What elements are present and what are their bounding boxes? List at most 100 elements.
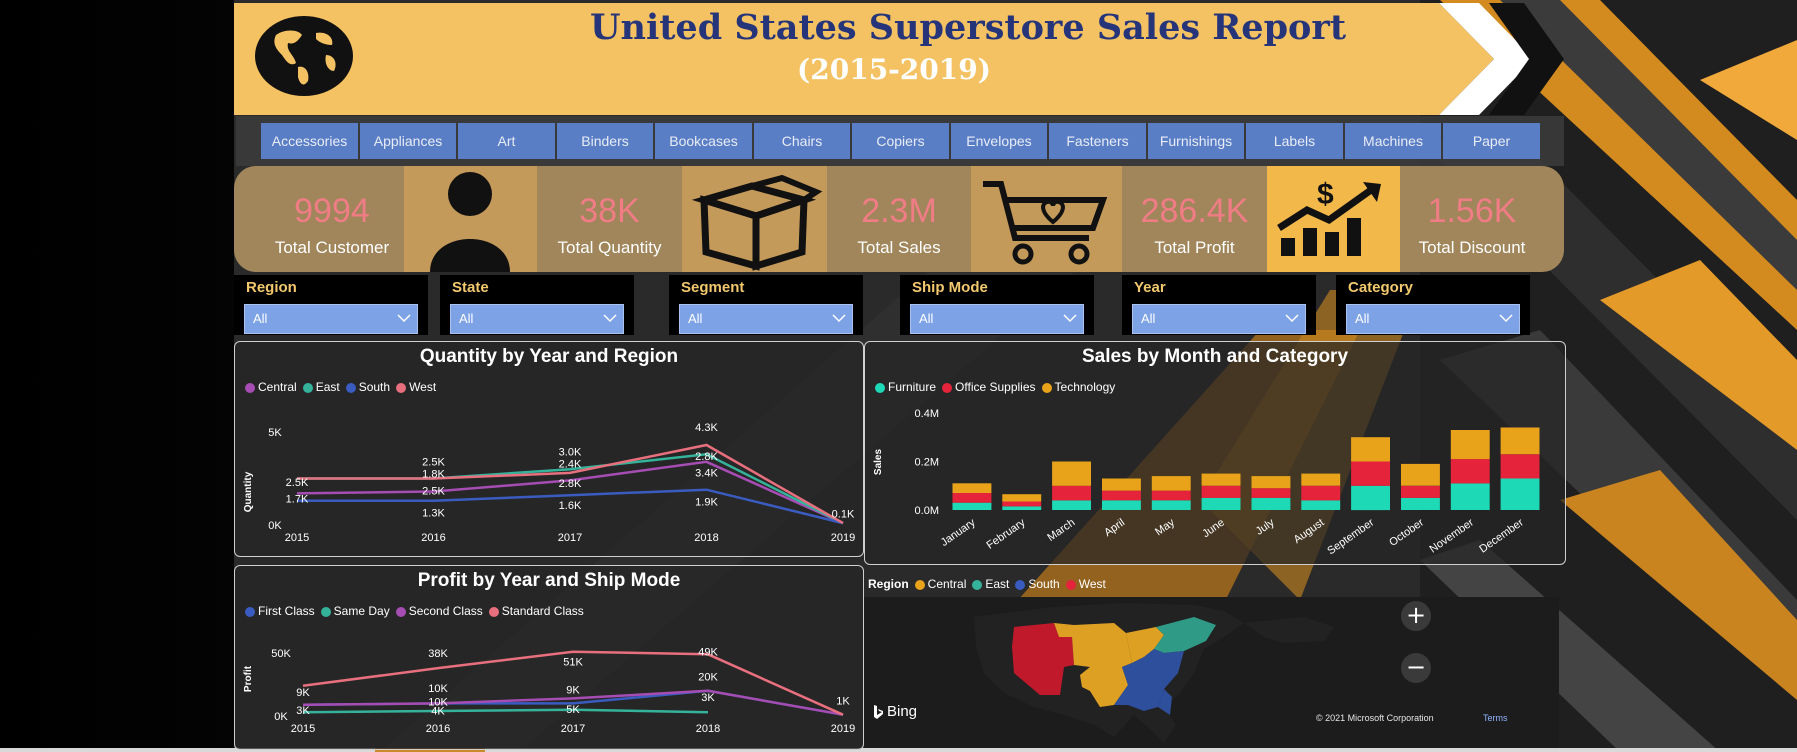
bar-segment-technology xyxy=(1301,473,1341,486)
region-map-visual[interactable]: Region Central East South West + − Bing … xyxy=(864,572,1564,748)
bar-segment-technology xyxy=(1500,427,1540,455)
chevron-down-icon xyxy=(832,314,846,323)
tab-appliances[interactable]: Appliances xyxy=(360,123,456,159)
growth-chart-icon: $ xyxy=(1267,166,1400,272)
category-dropdown[interactable]: All xyxy=(1346,304,1520,334)
bar-segment-technology xyxy=(1002,494,1042,502)
slicer-label: Region xyxy=(246,279,297,296)
quantity-line-chart: Quantity 0K 5K 2015 2016 2017 2018 2019 2.5K 1.7… xyxy=(243,422,855,544)
map-terms-link[interactable]: Terms xyxy=(1483,713,1508,723)
profit-line-chart: Profit 0K 50K 2015 2016 2017 2018 2019 9K 3K 38K 1… xyxy=(243,647,855,735)
data-label: 9K xyxy=(296,687,310,699)
person-icon xyxy=(404,166,537,272)
y-tick-label: 0.0M xyxy=(915,505,939,517)
data-label: 9K xyxy=(566,684,580,696)
bar-segment-office-supplies xyxy=(1052,485,1091,501)
data-label: 3K xyxy=(701,692,715,704)
bar-segment-office-supplies xyxy=(1151,490,1191,501)
bar-segment-technology xyxy=(1401,463,1440,486)
chart-title: Quantity by Year and Region xyxy=(419,346,679,367)
bar-segment-furniture xyxy=(952,502,992,510)
tab-art[interactable]: Art xyxy=(458,123,555,159)
segment-dropdown[interactable]: All xyxy=(679,304,853,334)
dropdown-value: All xyxy=(459,311,474,326)
bar-segment-furniture xyxy=(1002,506,1042,510)
tab-fasteners[interactable]: Fasteners xyxy=(1049,123,1146,159)
ship-mode-dropdown[interactable]: All xyxy=(910,304,1084,334)
legend-item[interactable]: Central xyxy=(914,577,966,591)
legend-item[interactable]: Standard Class xyxy=(488,604,584,618)
year-dropdown[interactable]: All xyxy=(1132,304,1306,334)
data-label: 1.3K xyxy=(422,508,445,520)
page-subtitle: (2015-2019) xyxy=(797,53,991,86)
x-tick-label: May xyxy=(1153,516,1177,538)
tab-furnishings[interactable]: Furnishings xyxy=(1148,123,1244,159)
page-title: United States Superstore Sales Report xyxy=(590,7,1347,48)
legend-item[interactable]: First Class xyxy=(245,604,315,618)
quantity-chart-panel[interactable]: Quantity by Year and Region Central East… xyxy=(234,341,864,557)
zoom-out-button[interactable]: − xyxy=(1401,653,1431,683)
legend-item[interactable]: Second Class xyxy=(395,604,483,618)
legend-item[interactable]: South xyxy=(345,380,390,394)
report-header: United States Superstore Sales Report (2… xyxy=(234,3,1564,115)
y-axis-label: Sales xyxy=(873,448,884,475)
bar-segment-furniture xyxy=(1151,500,1191,510)
x-tick-label: 2017 xyxy=(558,532,582,544)
profit-chart-panel[interactable]: Profit by Year and Ship Mode First Class… xyxy=(234,565,864,750)
bar-segment-furniture xyxy=(1102,500,1141,510)
map-legend-title: Region xyxy=(868,577,909,591)
slicer-year: Year All xyxy=(1122,275,1316,335)
bar-segment-technology xyxy=(1351,437,1390,462)
legend-item[interactable]: Office Supplies xyxy=(942,380,1036,394)
tab-copiers[interactable]: Copiers xyxy=(852,123,949,159)
legend-item[interactable]: Furniture xyxy=(875,380,936,394)
map-canvas[interactable]: + − Bing © 2021 Microsoft Corporation Te… xyxy=(864,597,1559,748)
legend-item[interactable]: Same Day xyxy=(320,604,390,618)
x-tick-label: October xyxy=(1387,516,1426,548)
legend-item[interactable]: West xyxy=(396,380,436,394)
bar-segment-office-supplies xyxy=(1500,454,1540,479)
y-axis-label: Profit xyxy=(243,665,254,692)
y-tick-label: 0.4M xyxy=(915,408,939,420)
data-label: 2.4K xyxy=(559,458,582,470)
data-label: 49K xyxy=(698,647,718,659)
tab-chairs[interactable]: Chairs xyxy=(754,123,850,159)
bar-segment-technology xyxy=(952,483,992,493)
slicer-label: State xyxy=(452,279,489,296)
x-tick-label: August xyxy=(1292,517,1327,546)
legend-item[interactable]: East xyxy=(972,577,1009,591)
tab-machines[interactable]: Machines xyxy=(1345,123,1441,159)
bar-segment-furniture xyxy=(1351,485,1390,511)
x-tick-label: November xyxy=(1428,516,1477,555)
y-tick-label: 0K xyxy=(274,711,288,723)
chevron-down-icon xyxy=(397,314,411,323)
state-dropdown[interactable]: All xyxy=(450,304,624,334)
data-label: 10K xyxy=(428,683,448,695)
sales-chart-panel[interactable]: Sales by Month and Category Furniture Of… xyxy=(864,341,1566,565)
kpi-label: Total Discount xyxy=(1418,238,1526,257)
legend-item[interactable]: East xyxy=(302,380,340,394)
data-label: 5K xyxy=(566,704,580,716)
tab-accessories[interactable]: Accessories xyxy=(261,123,358,159)
slicer-label: Ship Mode xyxy=(912,279,988,296)
tab-binders[interactable]: Binders xyxy=(557,123,653,159)
x-tick-label: 2016 xyxy=(426,723,450,735)
tab-labels[interactable]: Labels xyxy=(1246,123,1343,159)
legend-item[interactable]: Central xyxy=(245,380,297,394)
legend-item[interactable]: West xyxy=(1065,577,1106,591)
legend-item[interactable]: Technology xyxy=(1041,380,1115,394)
bar-segment-furniture xyxy=(1450,483,1490,510)
tab-envelopes[interactable]: Envelopes xyxy=(951,123,1047,159)
kpi-label: Total Sales xyxy=(857,238,941,257)
zoom-in-button[interactable]: + xyxy=(1401,601,1431,631)
slicer-category: Category All xyxy=(1336,275,1530,335)
x-tick-label: December xyxy=(1477,516,1526,555)
tab-bookcases[interactable]: Bookcases xyxy=(655,123,752,159)
chart-title: Profit by Year and Ship Mode xyxy=(417,570,681,591)
region-dropdown[interactable]: All xyxy=(244,304,418,334)
tab-paper[interactable]: Paper xyxy=(1443,123,1540,159)
data-label: 1.6K xyxy=(559,500,582,512)
x-tick-label: April xyxy=(1102,517,1127,539)
bing-icon xyxy=(874,704,883,719)
legend-item[interactable]: South xyxy=(1015,577,1060,591)
